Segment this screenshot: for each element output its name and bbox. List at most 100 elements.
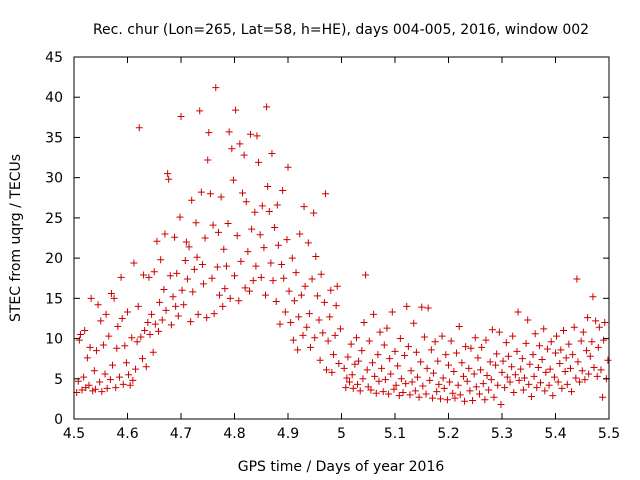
data-point	[122, 359, 130, 367]
data-point	[342, 384, 350, 392]
data-point	[285, 287, 293, 295]
data-point	[301, 282, 309, 290]
data-point	[556, 359, 564, 367]
data-point	[189, 288, 197, 296]
data-point	[459, 372, 467, 380]
data-point	[210, 310, 218, 318]
data-point	[498, 368, 506, 376]
data-point	[347, 340, 355, 348]
data-point	[188, 196, 196, 204]
data-point	[455, 322, 463, 330]
data-point	[235, 297, 243, 305]
data-point	[262, 291, 270, 299]
data-point	[458, 359, 466, 367]
data-point	[182, 238, 190, 246]
data-point	[90, 367, 98, 375]
data-point	[213, 263, 221, 271]
data-point	[408, 378, 416, 386]
data-point	[205, 129, 213, 137]
data-point	[558, 384, 566, 392]
data-point	[92, 347, 100, 355]
data-point	[576, 378, 584, 386]
data-point	[219, 302, 227, 310]
data-point	[581, 376, 589, 384]
data-point	[185, 243, 193, 251]
data-point	[574, 358, 582, 366]
y-tick-label: 5	[54, 372, 63, 388]
data-point	[577, 337, 585, 345]
data-point	[107, 290, 115, 298]
data-point	[443, 396, 451, 404]
x-tick-label: 4.8	[223, 426, 245, 442]
data-point	[585, 370, 593, 378]
data-point	[193, 253, 201, 261]
data-point	[453, 349, 461, 357]
data-point	[487, 376, 495, 384]
data-point	[600, 336, 608, 344]
data-point	[284, 163, 292, 171]
data-point	[413, 373, 421, 381]
data-point	[224, 220, 232, 228]
data-point	[135, 124, 143, 132]
data-point	[171, 233, 179, 241]
data-point	[367, 386, 375, 394]
data-point	[240, 151, 248, 159]
data-point	[294, 346, 302, 354]
data-point	[515, 376, 523, 384]
data-point	[434, 357, 442, 365]
data-point	[562, 354, 570, 362]
data-point	[327, 286, 335, 294]
data-point	[118, 314, 126, 322]
data-point	[348, 371, 356, 379]
y-tick-label: 30	[45, 171, 63, 187]
data-point	[194, 310, 202, 318]
data-point	[493, 350, 501, 358]
data-point	[192, 219, 200, 227]
data-point	[98, 388, 106, 396]
data-point	[253, 132, 261, 140]
data-point	[404, 343, 412, 351]
data-point	[340, 364, 348, 372]
data-point	[388, 308, 396, 316]
data-point	[241, 284, 249, 292]
data-point	[214, 228, 222, 236]
data-point	[244, 248, 252, 256]
data-point	[134, 302, 142, 310]
data-point	[440, 384, 448, 392]
data-point	[265, 207, 273, 215]
data-point	[566, 364, 574, 372]
data-point	[97, 317, 105, 325]
data-point	[423, 364, 431, 372]
data-point	[401, 351, 409, 359]
data-point	[295, 313, 303, 321]
data-point	[568, 388, 576, 396]
data-point	[119, 380, 127, 388]
data-point	[419, 382, 427, 390]
data-point	[385, 390, 393, 398]
data-point	[524, 316, 532, 324]
data-point	[242, 198, 250, 206]
data-point	[436, 395, 444, 403]
data-point	[190, 265, 198, 273]
data-point	[363, 366, 371, 374]
data-point	[471, 334, 479, 342]
data-point	[584, 314, 592, 322]
data-point	[76, 331, 84, 339]
data-point	[150, 268, 158, 276]
data-point	[578, 367, 586, 375]
data-point	[281, 308, 289, 316]
data-point	[415, 393, 423, 401]
data-point	[557, 346, 565, 354]
x-tick-label: 5.4	[544, 426, 566, 442]
data-point	[386, 355, 394, 363]
data-point	[520, 374, 528, 382]
x-tick-label: 5.3	[491, 426, 513, 442]
data-point	[362, 271, 370, 279]
data-point	[160, 285, 168, 293]
data-point	[601, 318, 609, 326]
data-point	[356, 387, 364, 395]
data-point	[433, 388, 441, 396]
data-point	[370, 310, 378, 318]
data-point	[173, 269, 181, 277]
data-point	[83, 354, 91, 362]
